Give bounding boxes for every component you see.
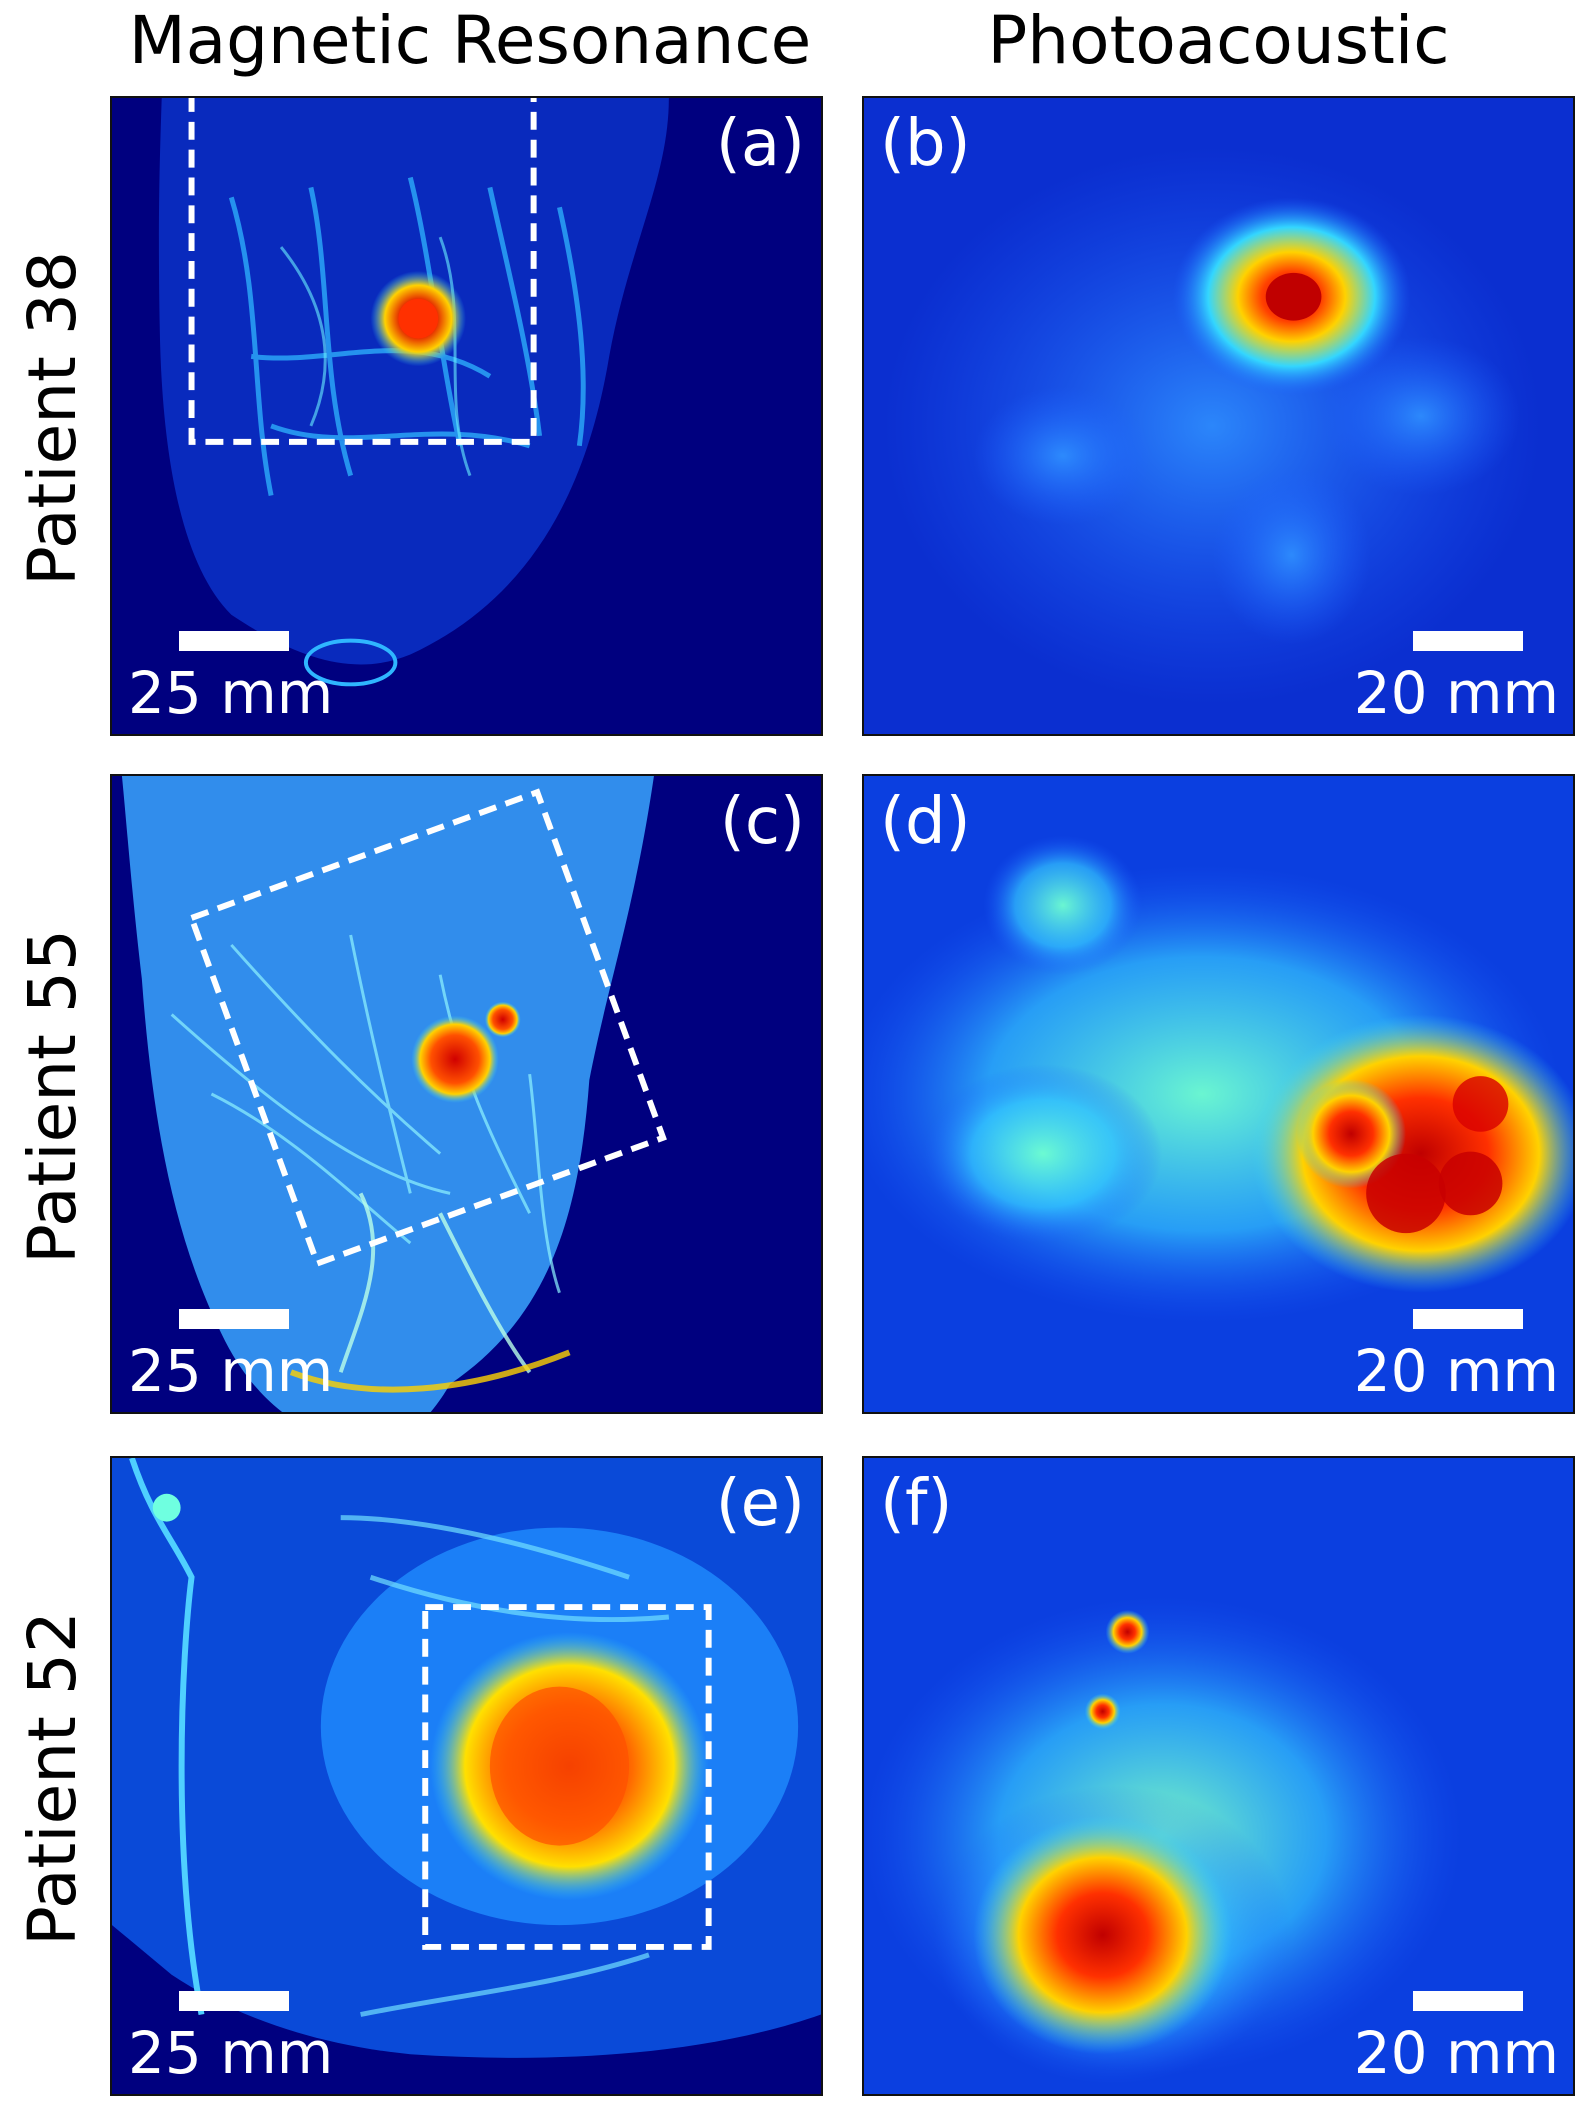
scale-bar <box>179 1309 289 1329</box>
row-title-label: Patient 55 <box>13 928 91 1264</box>
pa-image-d <box>864 776 1573 1412</box>
mr-image-e <box>112 1458 821 2058</box>
column-title-photoacoustic: Photoacoustic <box>987 2 1450 79</box>
panel-label: (c) <box>719 785 805 859</box>
panel-label: (b) <box>880 107 971 181</box>
panel-label: (e) <box>715 1467 805 1541</box>
mr-image-a <box>158 98 669 687</box>
scale-bar <box>1413 1991 1523 2011</box>
scale-bar-label: 20 mm <box>1353 1337 1559 1405</box>
mr-image-c <box>121 776 667 1412</box>
scale-bar-label: 25 mm <box>128 1337 334 1405</box>
scale-bar-label: 20 mm <box>1353 2019 1559 2087</box>
column-title-magnetic-resonance: Magnetic Resonance <box>128 2 812 79</box>
scale-bar-label: 20 mm <box>1353 659 1559 727</box>
scale-bar-label: 25 mm <box>128 2019 334 2087</box>
scale-bar <box>179 1991 289 2011</box>
row-title-patient-38: Patient 38 <box>2 96 102 740</box>
scale-bar <box>1413 631 1523 651</box>
pa-panel-b: (b) 20 mm <box>862 96 1575 736</box>
scale-bar-label: 25 mm <box>128 659 334 727</box>
panel-label: (f) <box>880 1467 953 1541</box>
mr-panel-e: (e) 25 mm <box>110 1456 823 2096</box>
mr-panel-c: (c) 25 mm <box>110 774 823 1414</box>
row-title-patient-52: Patient 52 <box>2 1456 102 2100</box>
panel-label: (a) <box>715 107 805 181</box>
row-title-label: Patient 52 <box>13 1610 91 1946</box>
panel-label: (d) <box>880 785 971 859</box>
mr-panel-a: (a) 25 mm <box>110 96 823 736</box>
pa-image-f <box>864 1458 1573 2094</box>
pa-image-b <box>864 98 1573 734</box>
scale-bar <box>1413 1309 1523 1329</box>
pa-panel-d: (d) 20 mm <box>862 774 1575 1414</box>
row-title-patient-55: Patient 55 <box>2 774 102 1418</box>
scale-bar <box>179 631 289 651</box>
row-title-label: Patient 38 <box>13 250 91 586</box>
pa-panel-f: (f) 20 mm <box>862 1456 1575 2096</box>
